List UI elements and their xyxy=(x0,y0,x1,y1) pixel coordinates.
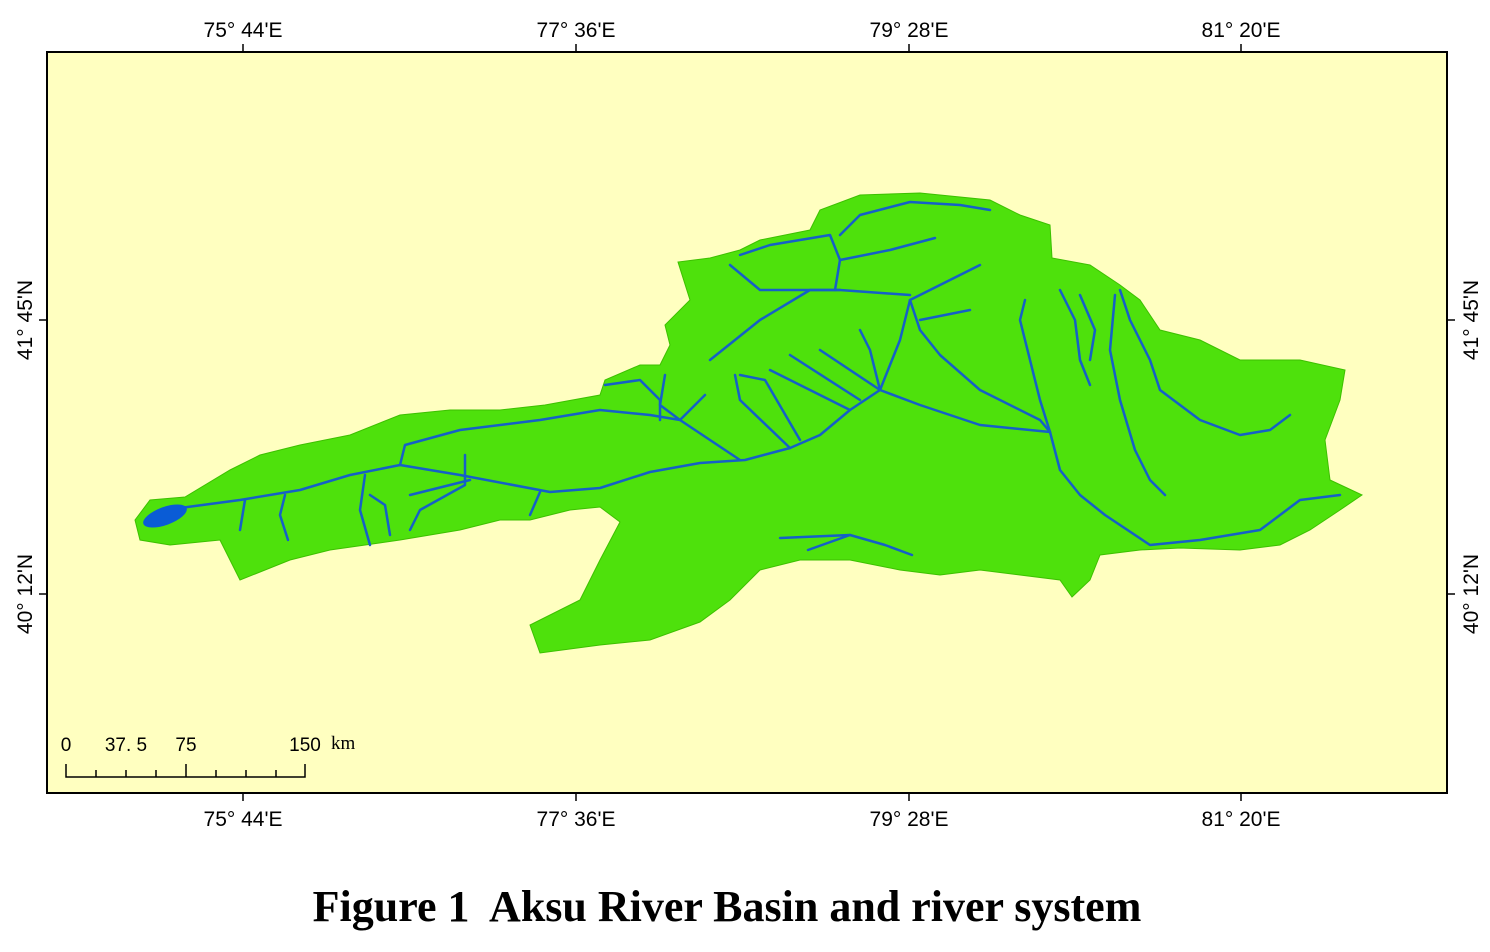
lon-label: 75° 44'E xyxy=(204,808,283,831)
scale-unit: km xyxy=(331,733,356,754)
rivers xyxy=(178,200,1342,557)
graticule-ticks xyxy=(39,44,1455,801)
lake xyxy=(143,504,187,528)
scale-bar: 0 37. 5 75 150 km xyxy=(61,733,356,778)
lon-label: 79° 28'E xyxy=(870,19,949,42)
lat-label: 40° 12'N xyxy=(14,554,37,634)
basin xyxy=(134,192,1364,654)
lon-label: 81° 20'E xyxy=(1202,808,1281,831)
lon-label: 77° 36'E xyxy=(537,808,616,831)
lat-label: 41° 45'N xyxy=(14,280,37,360)
lon-label: 79° 28'E xyxy=(870,808,949,831)
lon-label: 75° 44'E xyxy=(204,19,283,42)
lat-label: 41° 45'N xyxy=(1460,280,1483,360)
lon-label: 81° 20'E xyxy=(1202,19,1281,42)
lat-label: 40° 12'N xyxy=(1460,554,1483,634)
scale-label: 37. 5 xyxy=(105,735,147,756)
figure-caption: Figure 1 Aksu River Basin and river syst… xyxy=(313,882,1142,931)
scale-label: 150 xyxy=(289,735,321,756)
scale-label: 0 xyxy=(61,735,72,756)
scale-label: 75 xyxy=(175,735,196,756)
lon-label: 77° 36'E xyxy=(537,19,616,42)
